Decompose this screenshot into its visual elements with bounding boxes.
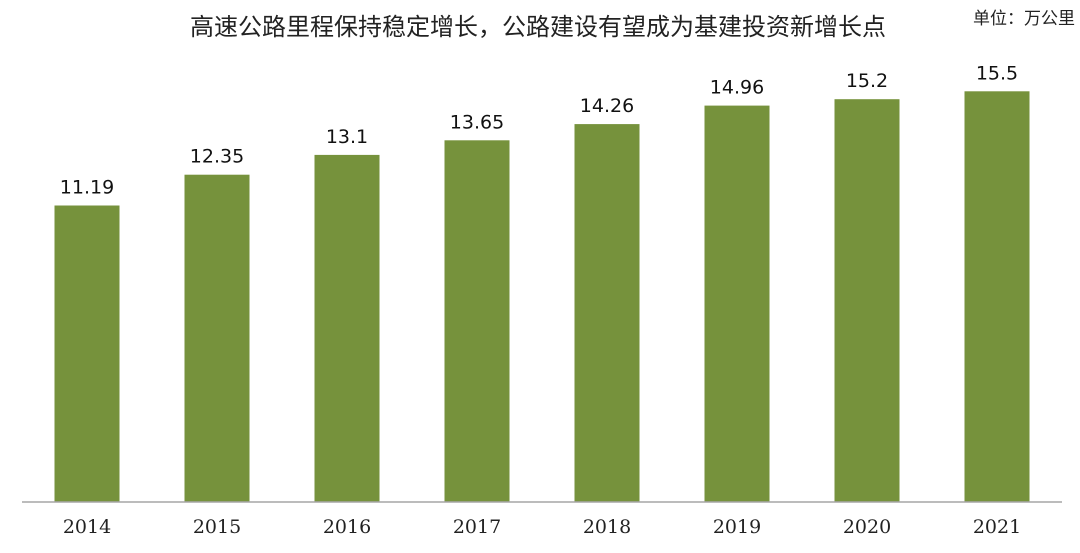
x-tick-label-2017: 2017	[453, 516, 501, 538]
unit-label: 单位：万公里	[973, 9, 1075, 29]
bar-2021	[964, 91, 1030, 503]
value-label-2020: 15.2	[846, 70, 888, 92]
value-label-2018: 14.26	[580, 95, 634, 117]
value-label-2017: 13.65	[450, 111, 504, 133]
bar-2020	[834, 99, 900, 502]
chart-title: 高速公路里程保持稳定增长，公路建设有望成为基建投资新增长点	[190, 13, 886, 41]
bar-2017	[444, 140, 510, 503]
x-tick-label-2021: 2021	[973, 516, 1021, 538]
value-label-2021: 15.5	[976, 62, 1018, 84]
bar-2019	[704, 105, 770, 502]
bar-2016	[314, 154, 380, 502]
x-tick-label-2016: 2016	[323, 516, 371, 538]
x-tick-label-2015: 2015	[193, 516, 241, 538]
value-labels-group: 11.19 12.35 13.1 13.65 14.26 14.96 15.2 15.5	[60, 62, 1018, 198]
value-label-2014: 11.19	[60, 177, 114, 199]
x-tick-label-2020: 2020	[843, 516, 891, 538]
bars-group	[54, 91, 1030, 503]
x-tick-label-2018: 2018	[583, 516, 631, 538]
bar-2015	[184, 174, 250, 502]
value-label-2015: 12.35	[190, 146, 244, 168]
value-label-2016: 13.1	[326, 126, 368, 148]
x-tick-label-2014: 2014	[63, 516, 111, 538]
bar-2018	[574, 124, 640, 502]
bar-2014	[54, 205, 120, 502]
x-tick-labels-group: 2014 2015 2016 2017 2018 2019 2020 2021	[63, 516, 1021, 538]
value-label-2019: 14.96	[710, 77, 764, 99]
x-tick-label-2019: 2019	[713, 516, 761, 538]
